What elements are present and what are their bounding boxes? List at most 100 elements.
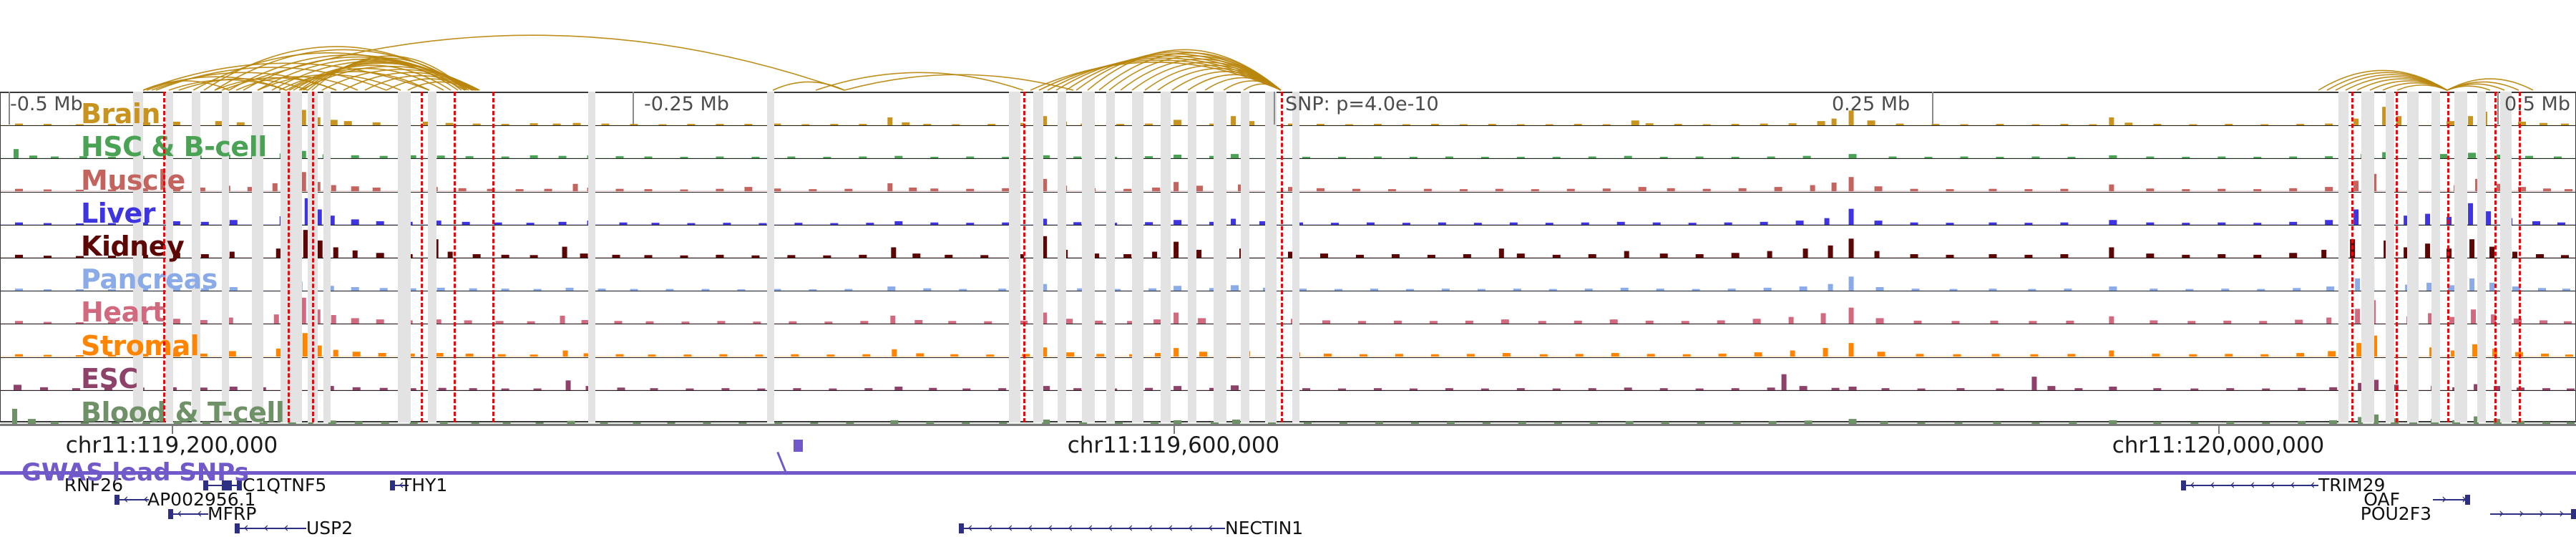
signal-bar [280, 284, 286, 291]
signal-bar [1674, 124, 1682, 126]
signal-bar [1724, 222, 1732, 225]
signal-bar [902, 122, 910, 126]
signal-bar [2557, 222, 2566, 225]
signal-bar [2541, 354, 2550, 357]
signal-bar [774, 422, 783, 424]
signal-bar [2451, 350, 2457, 357]
signal-bar [1956, 387, 1965, 390]
signal-bar [2146, 222, 2155, 225]
signal-bar [2361, 154, 2369, 159]
signal-bar [2542, 387, 2551, 390]
signal-bar [1848, 386, 1857, 390]
signal-bar [2428, 313, 2434, 324]
signal-bar [2060, 189, 2069, 192]
signal-bar [1638, 187, 1646, 192]
gene-body: ‹ ‹ ‹ [235, 521, 306, 536]
signal-bar [864, 387, 873, 390]
signal-bar [2253, 222, 2262, 225]
signal-bar [275, 349, 281, 357]
gene-exon [2181, 480, 2186, 490]
signal-bar [1042, 385, 1050, 390]
gene-strand-arrow: ‹ [1188, 520, 1194, 536]
signal-bar [14, 189, 23, 192]
signal-bar [404, 221, 413, 225]
signal-bar [2225, 124, 2233, 126]
signal-bar [562, 350, 568, 357]
signal-bar [1828, 245, 1833, 258]
gwas-lead-snp-track: GWAS lead SNPs [0, 440, 2576, 487]
signal-bar [1042, 218, 1048, 225]
signal-bar [738, 422, 747, 424]
signal-bar [1391, 253, 1400, 258]
signal-bar [1145, 156, 1153, 159]
signal-bar [753, 321, 761, 324]
signal-bar [2189, 354, 2197, 357]
signal-track-profile [1, 172, 2575, 192]
signal-bar [644, 189, 653, 192]
signal-bar [2031, 156, 2040, 159]
signal-bar [1323, 354, 1332, 357]
signal-track: Kidney [1, 226, 2575, 260]
coordinate-label: chr11:120,000,000 [2112, 432, 2325, 458]
gene-intron-line [959, 528, 1225, 529]
signal-bar [494, 222, 502, 225]
signal-bar [200, 253, 209, 258]
signal-bar [1232, 419, 1241, 424]
signal-bar [2153, 387, 2162, 390]
signal-bar [2150, 289, 2158, 291]
signal-bar [612, 254, 620, 258]
signal-bar [2358, 417, 2363, 424]
signal-baseline [1, 190, 2575, 192]
signal-bar [404, 253, 413, 258]
signal-bar [1874, 251, 1880, 258]
signal-bar [2426, 282, 2432, 291]
signal-bar [465, 156, 474, 159]
signal-bar [1459, 124, 1468, 126]
signal-bar [2472, 344, 2478, 357]
gwas-baseline [0, 471, 2576, 475]
signal-bar [286, 385, 295, 390]
signal-bar [80, 422, 89, 424]
signal-bar [966, 222, 975, 225]
signal-bar [429, 187, 438, 192]
signal-bar [1867, 120, 1875, 126]
signal-bar [2295, 319, 2303, 324]
signal-bar [948, 321, 957, 324]
signal-bar [1989, 222, 1997, 225]
signal-bar [1209, 288, 1218, 291]
signal-bar [2226, 387, 2235, 390]
signal-bar [2540, 122, 2548, 126]
signal-bar [2396, 116, 2402, 126]
signal-bar [887, 117, 893, 126]
signal-bar [273, 314, 279, 324]
signal-bar [14, 254, 23, 258]
signal-bar [316, 345, 322, 357]
gene-row: ‹ ‹ MFRP › › › › POU2F3 [0, 503, 2576, 524]
signal-bar [2060, 124, 2069, 126]
gwas-marker-head [794, 440, 803, 452]
signal-bar [1174, 420, 1182, 424]
signal-bar [1174, 155, 1182, 159]
signal-bar [1624, 387, 1632, 390]
signal-bar [2124, 122, 2133, 126]
signal-bar [75, 355, 84, 357]
gene-row: ‹ ‹ ‹ USP2 ‹ ‹ ‹ ‹ ‹ ‹ ‹ ‹ ‹ ‹ ‹ ‹ ‹ NECTIN1 [0, 518, 2576, 537]
gene-body: ‹ ‹ ‹ ‹ ‹ ‹ ‹ ‹ ‹ ‹ ‹ ‹ ‹ [959, 521, 1225, 536]
gene-exon [235, 523, 240, 533]
signal-bar [111, 422, 119, 424]
signal-bar [1375, 421, 1383, 424]
chromatin-loop-arc [2396, 84, 2448, 91]
signal-bar [1767, 387, 1775, 390]
signal-bar [173, 420, 182, 424]
chromatin-loop-arc [214, 77, 337, 91]
chromatin-loop-arc-panel [0, 0, 2576, 92]
signal-bar [544, 189, 552, 192]
signal-bar [315, 309, 321, 324]
signal-bar [1848, 238, 1854, 258]
signal-bar [408, 155, 416, 159]
signal-bar [2373, 414, 2379, 424]
signal-bar [773, 188, 781, 192]
signal-bar [801, 124, 810, 126]
signal-bar [2067, 157, 2076, 159]
signal-bar [2089, 124, 2097, 126]
